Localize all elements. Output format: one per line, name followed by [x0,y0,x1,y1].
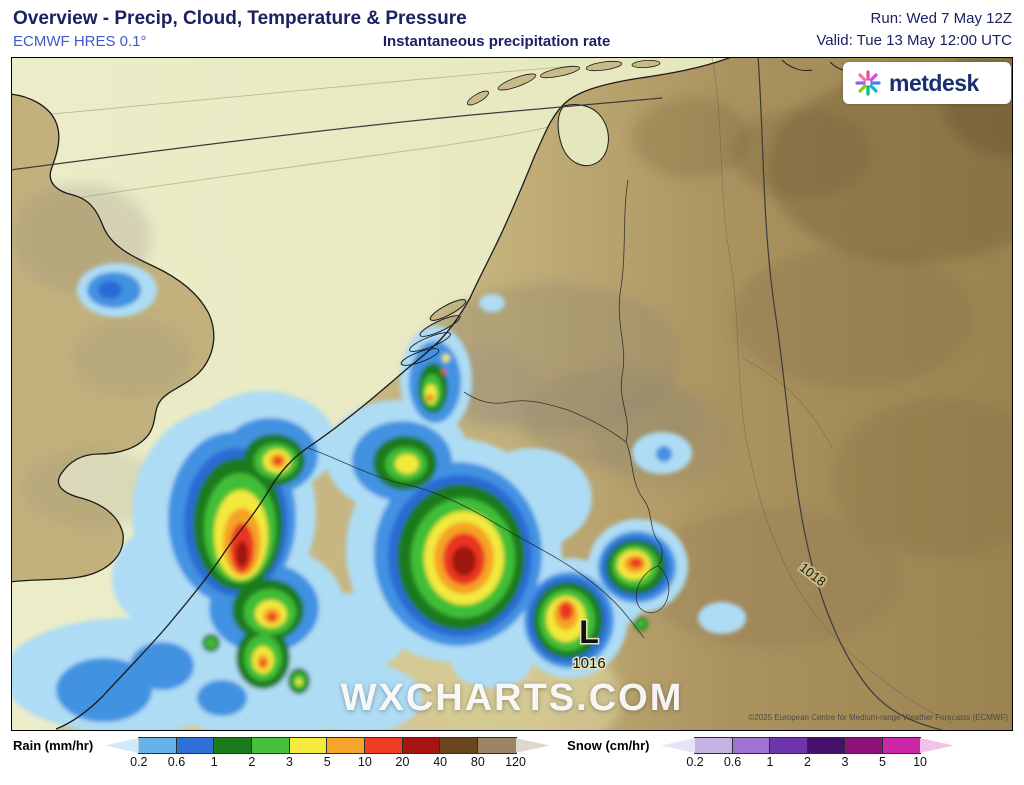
legend-tick-label: 1 [766,755,774,769]
page-title: Overview - Precip, Cloud, Temperature & … [13,8,467,29]
legend-tick-label: 5 [323,755,331,769]
low-value: 1016 [572,655,605,672]
legend-color-segment [402,737,441,754]
metdesk-logo-icon [855,70,881,96]
legend-color-segment [251,737,291,754]
legend-tick-label: 2 [248,755,256,769]
snow-tick-labels: 0.2 0.6 1 2 3 5 10 [658,753,958,770]
pressure-low-marker: L 1016 [571,613,607,674]
metdesk-logo: metdesk [843,62,1011,104]
legend-color-segment [326,737,366,754]
isobar-lines [12,58,943,730]
legend-tick-label: 1 [210,755,218,769]
run-label: Run: Wed 7 May 12Z [870,10,1012,27]
legend-color-segment [289,737,328,754]
legend-color-segment [477,737,517,754]
map-subtitle: Instantaneous precipitation rate [382,33,611,50]
legend-color-segment [138,737,178,754]
header: Overview - Precip, Cloud, Temperature & … [0,0,1024,57]
legend-tick-label: 40 [433,755,448,769]
legend-tick-label: 10 [913,755,927,769]
legend-tick-label: 0.2 [686,755,704,769]
legend-color-segment [439,737,479,754]
legend-tick-label: 3 [841,755,849,769]
legend-tick-label: 10 [357,755,372,769]
model-label: ECMWF HRES 0.1° [13,33,147,50]
admin-boundaries [711,58,955,725]
rain-color-scale: 0.2 0.6 1 2 3 5 10 20 40 80 120 [101,737,553,770]
legend-color-segment [844,737,884,754]
metdesk-logo-text: metdesk [889,69,979,96]
rain-color-bar [101,737,553,754]
valid-label: Valid: Tue 13 May 12:00 UTC [816,32,1012,49]
cloud-cover-layer [12,183,732,528]
snow-legend-label: Snow (cm/hr) [567,738,650,753]
legend-color-segment [213,737,253,754]
legend-color-segment [515,738,550,753]
legend: Rain (mm/hr) 0.2 0.6 1 2 3 5 10 20 40 80 120 Snow … [0,731,1024,785]
legend-tick-label: 3 [286,755,293,769]
legend-tick-label: 0.6 [167,755,186,769]
legend-tick-label: 0.6 [723,755,742,769]
legend-tick-label: 2 [804,755,811,769]
rain-legend-label: Rain (mm/hr) [13,738,94,753]
legend-color-segment [364,737,404,754]
legend-tick-label: 20 [395,755,410,769]
legend-color-segment [732,737,771,754]
legend-color-segment [694,737,734,754]
legend-tick-label: 0.2 [130,755,148,769]
rain-tick-labels: 0.2 0.6 1 2 3 5 10 20 40 80 120 [101,753,553,770]
legend-tick-label: 120 [505,755,526,769]
legend-color-segment [807,737,846,754]
precip-layer [12,263,746,730]
weather-map: 1018 L 1016 metdesk WXCHARTS.COM ©2025 E… [11,57,1013,731]
legend-color-segment [104,738,139,753]
legend-color-segment [769,737,809,754]
legend-tick-label: 80 [470,755,485,769]
legend-color-segment [920,738,954,753]
legend-color-segment [882,737,921,754]
watermark: WXCHARTS.COM [340,677,684,719]
low-symbol: L [579,614,599,650]
legend-color-segment [661,738,696,753]
snow-color-bar [658,737,958,754]
legend-color-segment [176,737,215,754]
ijsselmeer-water [557,104,609,167]
map-image: 1018 L 1016 [12,58,1012,730]
country-borders [307,179,670,639]
snow-color-scale: 0.2 0.6 1 2 3 5 10 [658,737,958,770]
attribution: ©2025 European Centre for Medium-range W… [748,713,1008,722]
legend-tick-label: 5 [879,755,886,769]
